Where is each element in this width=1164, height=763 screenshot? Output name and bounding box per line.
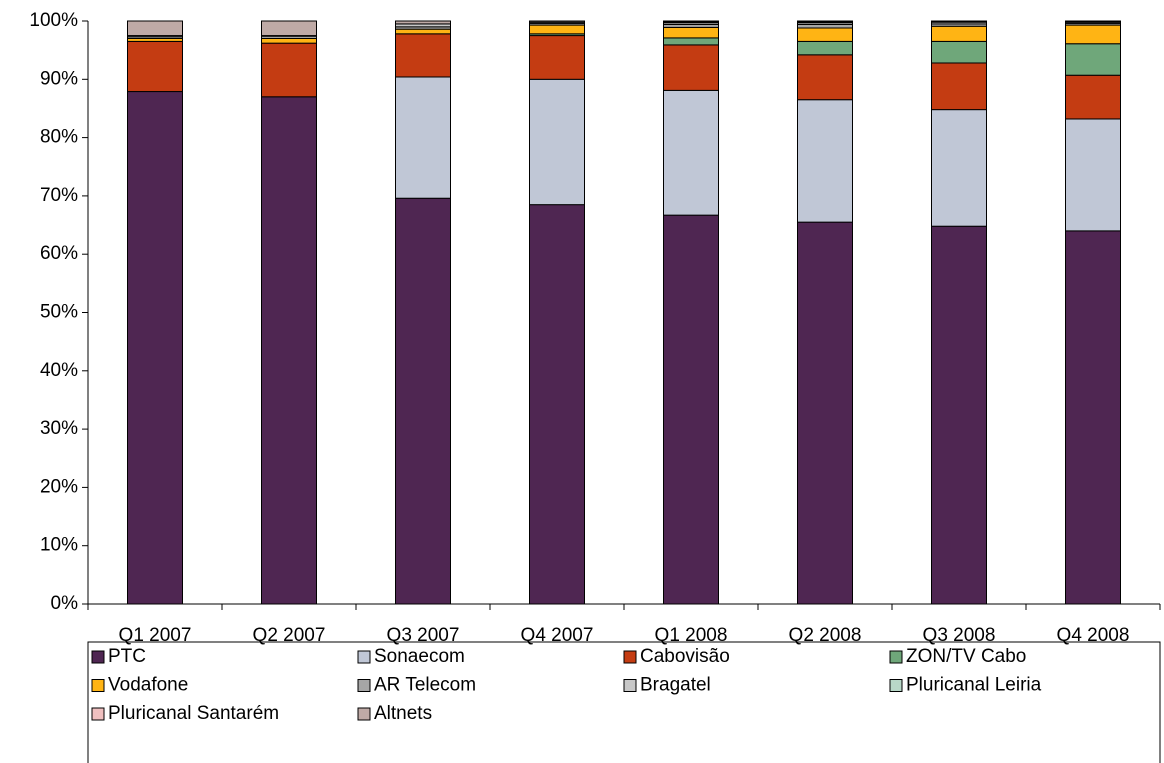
legend-swatch xyxy=(357,707,371,721)
bar-segment xyxy=(529,204,585,605)
bar-segment xyxy=(127,20,183,37)
x-tick-label: Q3 2007 xyxy=(387,625,460,646)
legend-label: Cabovisão xyxy=(640,646,730,667)
legend-swatch xyxy=(91,679,105,692)
bar-segment xyxy=(663,26,719,39)
x-tick-label: Q4 2008 xyxy=(1057,625,1130,646)
bar-segment xyxy=(663,214,719,605)
bar-segment xyxy=(663,37,719,46)
legend-label: Vodafone xyxy=(108,675,188,696)
legend-label: Bragatel xyxy=(640,675,711,696)
y-tick-label: 90% xyxy=(40,68,78,89)
bar-segment xyxy=(797,54,853,101)
bar-segment xyxy=(1065,43,1121,76)
bar-segment xyxy=(261,37,317,44)
legend-swatch xyxy=(623,679,637,692)
legend-label: Pluricanal Santarém xyxy=(108,703,279,724)
y-tick-label: 100% xyxy=(29,10,78,31)
x-tick-label: Q2 2008 xyxy=(789,625,862,646)
legend-label: ZON/TV Cabo xyxy=(906,646,1026,667)
bar-segment xyxy=(797,221,853,605)
bar-segment xyxy=(931,225,987,605)
x-tick-label: Q3 2008 xyxy=(923,625,996,646)
bar-segment xyxy=(261,20,317,37)
y-tick-label: 0% xyxy=(51,593,79,614)
bar-segment xyxy=(1065,118,1121,232)
legend-swatch xyxy=(357,679,371,692)
bar-segment xyxy=(395,28,451,35)
bar-segment xyxy=(931,25,987,42)
bar-segment xyxy=(663,89,719,216)
bar-segment xyxy=(395,20,451,25)
bar-segment xyxy=(1065,74,1121,120)
x-tick-label: Q4 2007 xyxy=(521,625,594,646)
bar-segment xyxy=(529,35,585,80)
legend-label: PTC xyxy=(108,646,146,667)
bar-segment xyxy=(395,33,451,78)
bar-segment xyxy=(797,27,853,42)
x-tick-label: Q1 2008 xyxy=(655,625,728,646)
bar-segment xyxy=(797,20,853,23)
legend-label: Altnets xyxy=(374,703,432,724)
legend-swatch xyxy=(889,679,903,692)
bar-segment xyxy=(931,40,987,64)
y-tick-label: 60% xyxy=(40,243,78,264)
legend-swatch xyxy=(91,707,105,721)
bar-segment xyxy=(797,23,853,29)
legend-swatch xyxy=(889,650,903,664)
x-tick-label: Q2 2007 xyxy=(253,625,326,646)
bar-segment xyxy=(797,99,853,223)
bar-segment xyxy=(931,109,987,227)
bar-segment xyxy=(1065,230,1121,605)
bar-segment xyxy=(127,40,183,93)
legend-label: AR Telecom xyxy=(374,675,476,696)
legend-label: Pluricanal Leiria xyxy=(906,675,1042,696)
bar-segment xyxy=(529,24,585,35)
y-tick-label: 20% xyxy=(40,476,78,497)
bar-segment xyxy=(529,78,585,206)
bar-segment xyxy=(663,20,719,23)
bar-segment xyxy=(395,197,451,605)
bar-segment xyxy=(529,20,585,23)
y-tick-label: 70% xyxy=(40,185,78,206)
bar-segment xyxy=(797,40,853,56)
legend-label: Sonaecom xyxy=(374,646,465,667)
legend-box xyxy=(87,641,1161,763)
bar-segment xyxy=(931,62,987,111)
bar-segment xyxy=(1065,24,1121,45)
legend-swatch xyxy=(623,650,637,664)
y-tick-label: 40% xyxy=(40,360,78,381)
bar-segment xyxy=(395,76,451,199)
y-tick-label: 30% xyxy=(40,418,78,439)
bar-segment xyxy=(261,42,317,98)
y-tick-label: 80% xyxy=(40,127,78,148)
y-tick-label: 50% xyxy=(40,302,78,323)
bar-segment xyxy=(663,44,719,91)
bar-segment xyxy=(127,91,183,605)
bar-segment xyxy=(261,96,317,605)
y-tick-label: 10% xyxy=(40,535,78,556)
x-tick-label: Q1 2007 xyxy=(119,625,192,646)
legend-swatch xyxy=(357,650,371,664)
legend-swatch xyxy=(91,650,105,664)
